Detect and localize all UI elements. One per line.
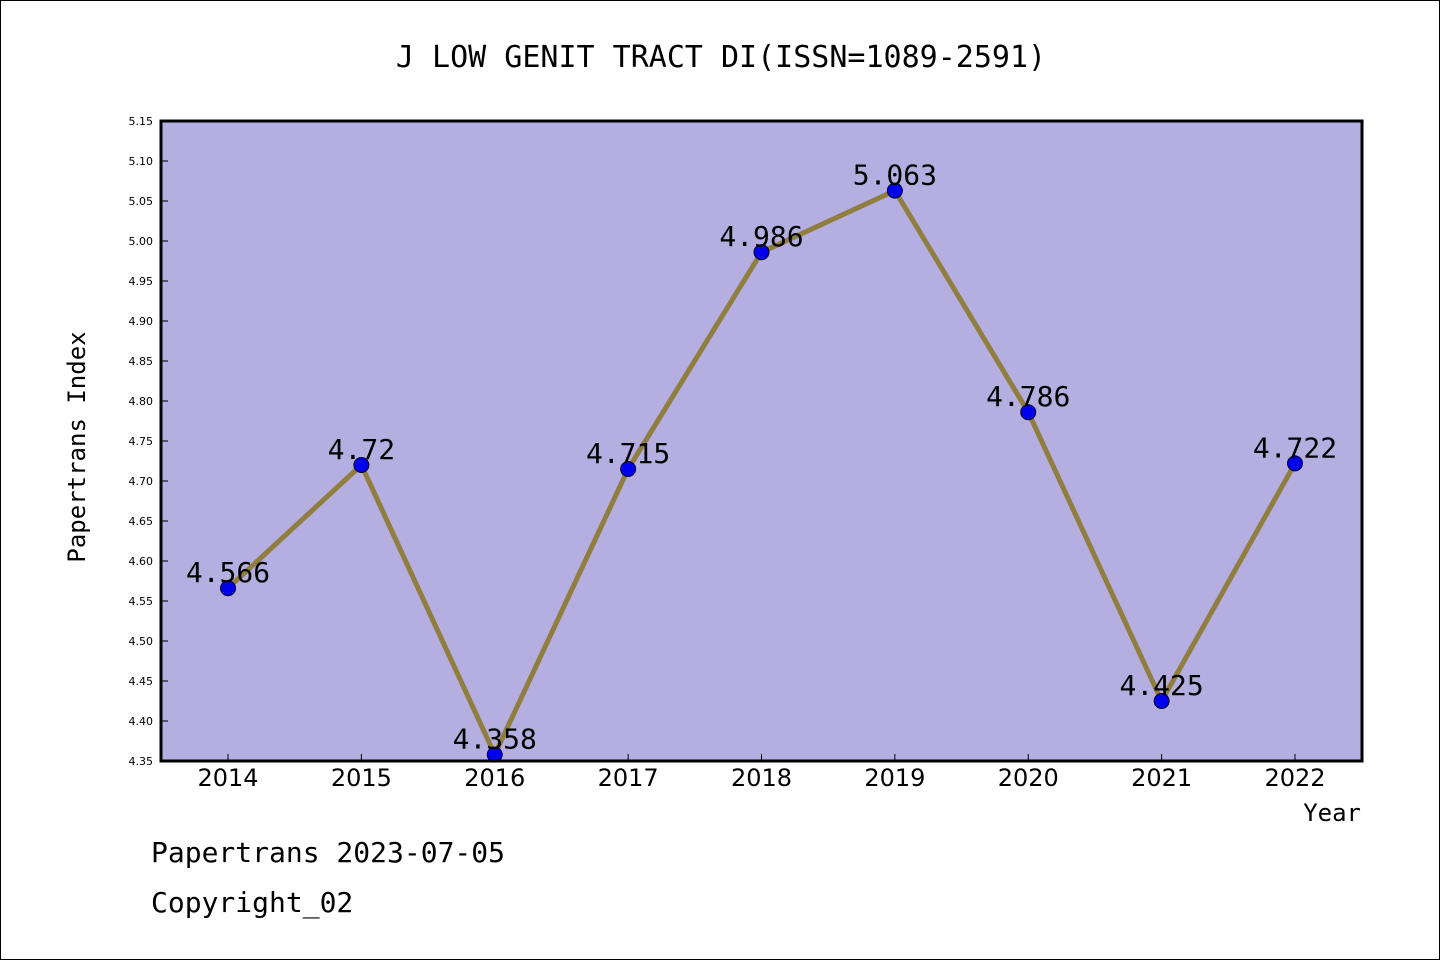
- y-tick-label: 5.10: [129, 155, 154, 168]
- data-point: [886, 182, 903, 199]
- footer-copyright: Copyright_02: [151, 886, 354, 919]
- y-tick-label: 5.05: [129, 195, 154, 208]
- x-tick-label: 2015: [331, 764, 392, 792]
- footer-date: Papertrans 2023-07-05: [151, 836, 506, 869]
- y-tick-label: 4.45: [129, 675, 154, 688]
- y-tick-label: 5.00: [129, 235, 154, 248]
- x-tick-label: 2021: [1131, 764, 1192, 792]
- data-label: 4.722: [1253, 431, 1337, 464]
- data-label: 4.425: [1119, 669, 1203, 702]
- x-tick-label: 2018: [731, 764, 792, 792]
- y-tick-label: 4.90: [129, 315, 154, 328]
- x-tick-label: 2020: [998, 764, 1059, 792]
- y-tick-label: 4.60: [129, 555, 154, 568]
- data-point: [1153, 693, 1170, 709]
- plot-border: [159, 119, 1364, 763]
- y-tick-label: 4.95: [129, 275, 154, 288]
- data-point: [1020, 404, 1037, 421]
- x-axis-label: Year: [1303, 799, 1361, 827]
- data-label: 4.986: [719, 220, 803, 253]
- data-label: 4.72: [328, 433, 395, 466]
- data-point: [753, 244, 770, 261]
- x-tick-label: 2022: [1264, 764, 1325, 792]
- x-tick-label: 2019: [864, 764, 925, 792]
- y-tick-label: 5.15: [129, 115, 154, 128]
- data-point: [353, 457, 370, 473]
- x-axis: 2014 2015 2016 2017 2018 2019 2020 2021 2022: [197, 754, 1326, 792]
- y-tick-label: 4.75: [129, 435, 154, 448]
- chart-title: J LOW GENIT TRACT DI(ISSN=1089-2591): [396, 40, 1046, 75]
- plot-area: [161, 121, 1362, 761]
- data-point: [220, 580, 236, 597]
- y-tick-label: 4.40: [129, 715, 154, 728]
- x-tick-label: 2014: [197, 764, 258, 792]
- data-label: 5.063: [853, 159, 937, 192]
- y-tick-label: 4.70: [129, 475, 154, 488]
- series-line: 4.566 4.72 4.358 4.715 4.986 5.063 4.786 4.425 4…: [186, 159, 1337, 763]
- data-point: [1287, 455, 1303, 472]
- y-axis-label: Papertrans Index: [63, 331, 91, 562]
- y-tick-label: 4.50: [129, 635, 154, 648]
- y-tick-label: 4.65: [129, 515, 154, 528]
- data-label: 4.786: [986, 380, 1070, 413]
- y-tick-label: 4.35: [129, 755, 154, 768]
- x-tick-label: 2017: [598, 764, 659, 792]
- y-tick-label: 4.55: [129, 595, 154, 608]
- y-axis: 4.35 4.40 4.45 4.50 4.55 4.60 4.65 4.70 4.75 4.80…: [129, 115, 168, 768]
- data-point: [620, 461, 637, 477]
- data-label: 4.566: [186, 556, 270, 589]
- y-tick-label: 4.85: [129, 355, 154, 368]
- y-tick-label: 4.80: [129, 395, 154, 408]
- data-label: 4.715: [586, 437, 670, 470]
- x-tick-label: 2016: [464, 764, 525, 792]
- data-label: 4.358: [453, 723, 537, 756]
